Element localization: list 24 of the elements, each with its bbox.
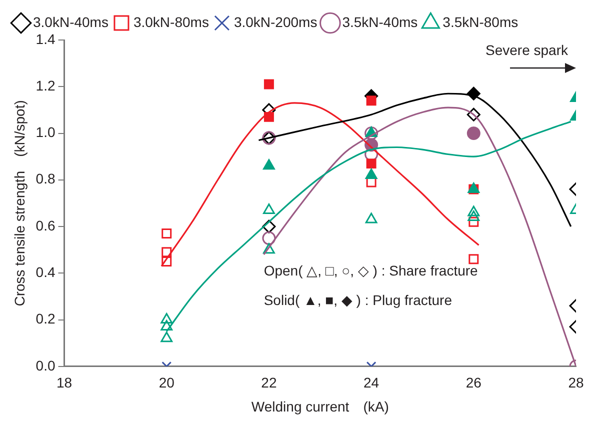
x-tick-label: 22: [261, 374, 277, 391]
legend-label: 3.5kN-40ms: [342, 14, 418, 30]
annotation: Open( △, □, ○, ◇ ) : Share fracture: [264, 262, 478, 279]
legend-label: 3.0kN-200ms: [234, 14, 318, 30]
legend-label: 3.0kN-80ms: [133, 14, 209, 30]
x-tick-label: 24: [364, 374, 380, 391]
y-tick-label: 0.6: [36, 217, 56, 234]
y-tick-label: 0.0: [36, 357, 56, 374]
legend-label: 3.5kN-80ms: [442, 14, 518, 30]
y-tick-label: 1.4: [36, 30, 56, 47]
y-axis-title: Cross tensile strength (kN/spot): [11, 100, 28, 306]
y-tick-label: 1.2: [36, 77, 56, 94]
x-tick-label: 18: [56, 374, 72, 391]
x-axis-title: Welding current (kA): [251, 398, 389, 414]
x-tick-label: 20: [158, 374, 175, 391]
legend-label: 3.0kN-40ms: [33, 14, 108, 30]
y-tick-label: 0.2: [36, 310, 56, 327]
x-tick-label: 26: [466, 374, 482, 391]
annotation: Severe spark: [486, 42, 568, 58]
x-tick-label: 28: [568, 374, 584, 391]
y-tick-label: 0.4: [36, 264, 56, 280]
y-tick-label: 1.0: [36, 124, 56, 140]
y-tick-label: 0.8: [36, 170, 56, 187]
annotation: Solid( ▲, ■, ◆ ) : Plug fracture: [264, 292, 452, 308]
